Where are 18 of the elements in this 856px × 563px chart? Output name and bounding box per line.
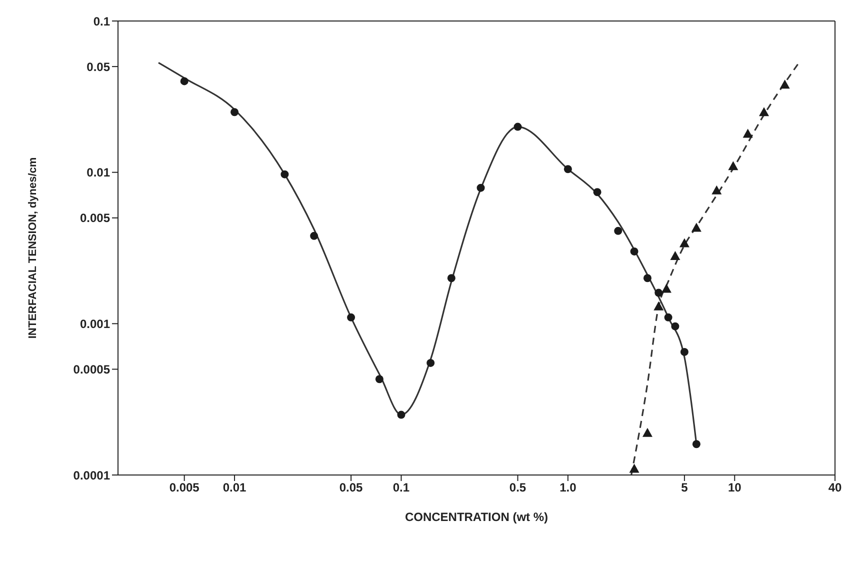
x-axis-title: CONCENTRATION (wt %)	[404, 510, 548, 524]
y-axis-title: INTERFACIAL TENSION, dynes/cm	[26, 157, 39, 339]
y-tick-label: 0.05	[86, 60, 110, 74]
x-tick-label: 0.005	[169, 480, 200, 495]
y-tick-label: 0.1	[93, 14, 110, 28]
x-tick-label: 0.05	[339, 480, 364, 495]
y-tick-label: 0.01	[86, 166, 110, 180]
x-tick-label: 40	[828, 480, 842, 495]
y-tick-label: 0.005	[80, 211, 110, 226]
x-tick-label: 0.01	[222, 480, 247, 495]
y-tick-label: 0.0001	[73, 468, 110, 482]
x-tick-label: 5	[681, 480, 688, 495]
y-tick-label: 0.0005	[73, 362, 110, 376]
x-tick-label: 1.0	[560, 480, 577, 495]
x-tick-label: 0.1	[392, 480, 410, 495]
y-tick-label: 0.001	[80, 316, 110, 331]
x-tick-label: 10	[728, 480, 742, 495]
x-tick-label: 0.5	[509, 480, 526, 495]
